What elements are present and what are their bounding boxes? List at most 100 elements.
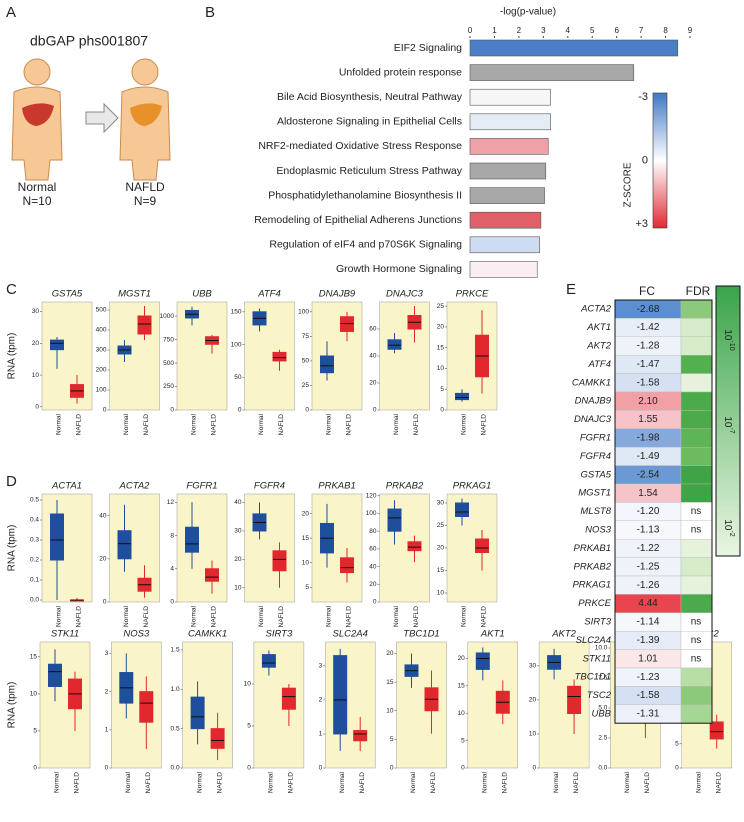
colorbar [652,92,668,229]
box [340,557,354,574]
y-tick-label: 4 [170,565,174,572]
y-tick-label: 0.5 [30,497,39,504]
group-label: NAFLD [143,414,150,436]
plot-title: UBB [192,289,212,300]
plot-title: ATF4 [257,289,281,300]
y-tick-label: 10 [244,681,252,688]
fdr-value: ns [691,506,702,517]
fdr-colorbar [715,285,741,557]
y-tick-label: 20 [529,697,537,704]
group-label: Normal [326,413,333,435]
gene-label: DNAJB9 [575,396,612,407]
y-tick-label: 5 [247,723,251,730]
plot-background [176,301,228,411]
plot-title: NOS3 [123,629,150,640]
fdr-scale-label: 10-10 [722,329,735,350]
y-tick-label: 30 [32,308,40,315]
y-tick-label: 0.1 [30,577,39,584]
panel-label: D [6,473,17,490]
group-label: Normal [339,771,346,793]
y-tick-label: 0 [247,765,251,772]
y-tick-label: 5 [461,737,465,744]
box [320,355,334,374]
y-tick-label: 25 [302,382,310,389]
y-tick-label: 0 [33,765,37,772]
gene-label: MGST1 [578,488,611,499]
plot-title: GSTA5 [52,289,83,300]
y-tick-label: 5.0 [598,705,607,712]
group-label: NAFLD [481,414,488,436]
group-label: NAFLD [413,606,420,628]
fc-value: 1.55 [638,414,658,425]
y-tick-label: 15 [30,654,38,661]
fdr-scale-label: 10-7 [722,416,735,433]
box [455,392,469,401]
box [185,526,199,553]
box [387,508,402,532]
group-label: Normal [393,605,400,627]
y-tick-label: 0 [373,407,377,414]
y-tick-label: 250 [163,383,174,390]
group-n: N=9 [134,194,157,208]
group-label: NAFLD [481,606,488,628]
fc-value: -1.31 [637,709,660,720]
y-tick-label: 0 [238,407,242,414]
plot-background [311,493,363,603]
colorbar-tick-label: 0 [642,154,648,166]
y-tick-label: 0 [103,599,107,606]
y-tick-label: 5 [33,728,37,735]
table-border [614,299,713,724]
panel-a: dbGAP phs001807 Normal N=10 NAFLD N=9 [11,33,171,208]
y-tick-label: 7.5 [598,675,607,682]
box [475,538,489,553]
x-tick-label: 7 [639,26,644,35]
group-label: Normal [482,771,489,793]
fdr-cell [680,667,713,687]
y-tick-label: 1000 [160,313,175,320]
category-label: Bile Acid Biosynthesis, Neutral Pathway [277,91,463,103]
group-label: NAFLD [76,606,83,628]
gene-label: FGFR4 [580,451,611,462]
plot-title: PRKAB2 [386,481,424,492]
plot-background [379,301,430,411]
gene-label: STK11 [583,653,611,664]
y-tick-label: 10 [30,691,38,698]
panel-label: C [6,281,17,298]
y-tick-label: 300 [96,347,107,354]
y-tick-label: 20 [32,340,40,347]
gene-label: DNAJC3 [574,414,612,425]
gene-label: SLC2A4 [576,635,611,646]
gene-label: AKT1 [586,322,611,333]
y-tick-label: 20 [99,556,107,563]
group-label: NAFLD [288,772,295,794]
group-label: Normal [553,771,560,793]
fc-value: 1.01 [638,653,658,664]
plot-background [39,641,91,769]
y-tick-label: 750 [163,336,174,343]
y-tick-label: 0.0 [171,765,180,772]
scale-base: 10 [722,416,733,428]
y-tick-label: 5 [305,584,309,591]
plot-background [41,493,93,603]
plot-background [182,641,233,769]
y-tick-label: 150 [231,309,242,316]
group-label: NAFLD [278,414,285,436]
y-tick-label: 20 [302,510,310,517]
y-tick-label: 30 [529,663,537,670]
y-tick-label: 200 [96,367,107,374]
plot-background [41,301,93,411]
y-tick-label: 20 [437,324,445,331]
y-tick-label: 0.0 [598,765,607,772]
group-label: Normal [258,413,265,435]
fdr-scale-label: 10-2 [722,519,735,536]
category-label: NRF2-mediated Oxidative Stress Response [258,140,462,152]
group-label: Normal [123,413,130,435]
fc-value: 2.10 [638,396,658,407]
y-tick-label: 10 [529,731,537,738]
box [139,691,154,723]
y-tick-label: 5 [675,740,679,747]
plot-background [109,301,160,411]
y-tick-label: 15 [437,567,445,574]
group-label: NAFLD [74,772,81,794]
plot-title: PRKAG1 [453,481,492,492]
